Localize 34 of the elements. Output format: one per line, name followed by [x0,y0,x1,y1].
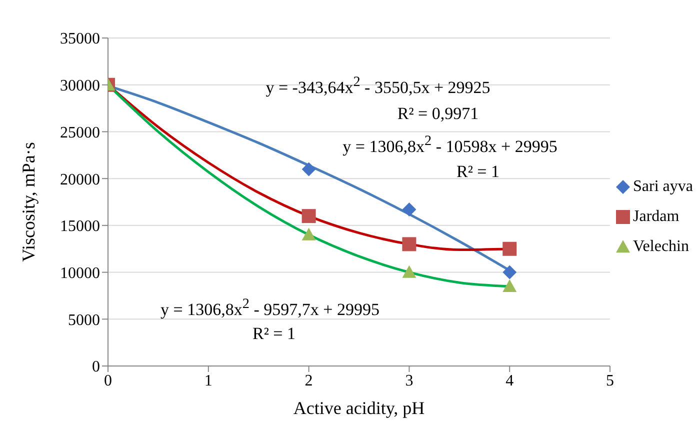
y-tick-label: 5000 [68,312,100,329]
point [302,162,316,176]
x-tick-label: 0 [104,372,112,390]
x-tick-label: 5 [606,372,614,390]
x-tick-label: 1 [204,372,212,390]
point [502,279,517,292]
annotation: R² = 1 [252,324,296,344]
annotation: R² = 1 [456,162,500,182]
annotation: y = 1306,8x$^{2}$ - 10598x + 29995 [342,133,558,157]
y-tick-label: 25000 [60,124,100,142]
point [302,209,316,224]
y-axis-title: Viscosity, mPa·s [18,142,38,262]
x-tick-label: 3 [405,372,414,390]
point [402,202,416,216]
annotation: y = 1306,8x$^{2}$ - 9597,7x + 29995 [160,296,380,320]
annotation: y = -343,64x$^{2}$ - 3550,5x + 29925 [266,74,490,98]
point [402,237,416,252]
legend-label: Jardam [633,208,680,226]
y-tick-label: 15000 [60,218,100,236]
x-tick-label: 4 [506,372,514,390]
y-tick-label: 35000 [60,30,100,48]
x-tick-label: 2 [304,372,313,390]
point [402,265,416,278]
point [502,265,517,280]
legend-label: Sari ayva [633,178,693,196]
point [502,242,517,256]
y-tick-label: 0 [92,358,100,376]
point [302,228,316,240]
legend-label: Velechin [633,238,689,256]
annotation: R² = 0,9971 [397,104,479,124]
y-tick-label: 10000 [60,264,100,282]
y-tick-label: 30000 [60,78,100,95]
x-axis-title: Active acidity, pH [293,398,425,418]
y-tick-label: 20000 [60,171,100,188]
